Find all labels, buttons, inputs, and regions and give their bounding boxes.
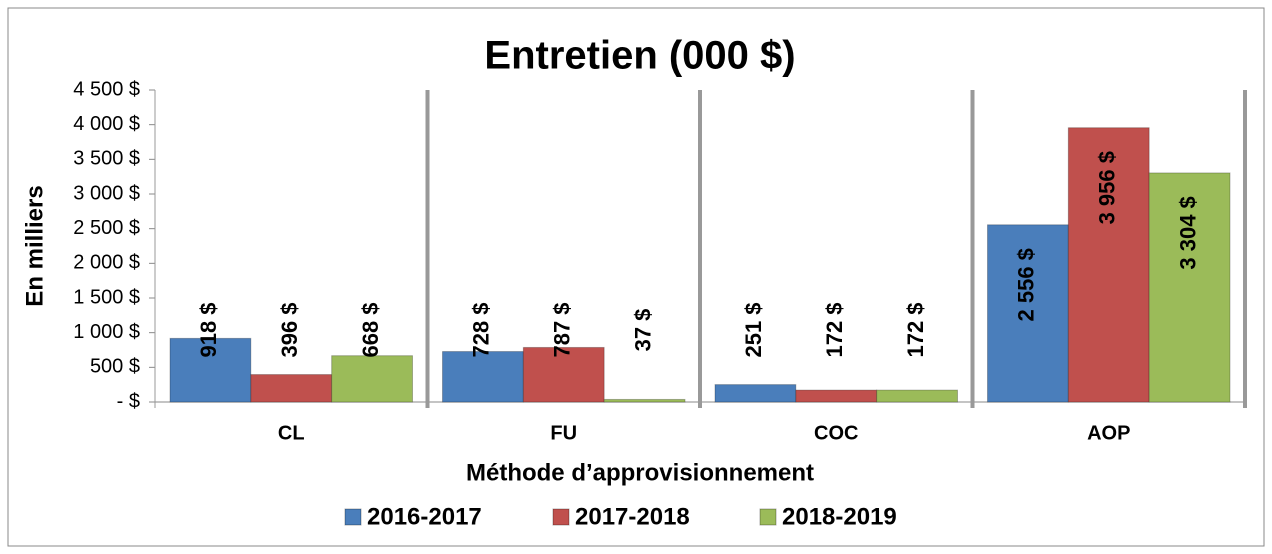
value-label: 3 304 $ — [1175, 196, 1200, 269]
bar — [1148, 172, 1231, 403]
value-label: 2 556 $ — [1014, 248, 1039, 321]
bar — [522, 346, 605, 403]
x-tick-label: FU — [550, 422, 577, 444]
bar — [714, 384, 797, 403]
value-label: 396 $ — [277, 302, 302, 357]
x-tick-label: CL — [278, 422, 305, 444]
legend-swatch — [759, 508, 777, 526]
y-tick-label: 2 000 $ — [73, 252, 140, 274]
bar — [442, 351, 524, 403]
bar — [603, 398, 686, 403]
chart-title: Entretien (000 $) — [484, 34, 795, 78]
y-tick-label: 4 500 $ — [73, 78, 140, 100]
value-label: 3 956 $ — [1095, 151, 1120, 224]
y-tick-label: 3 500 $ — [73, 148, 140, 170]
legend-label: 2017-2018 — [575, 503, 690, 530]
value-label: 728 $ — [469, 302, 494, 357]
bar — [169, 337, 252, 403]
y-tick-label: 3 000 $ — [73, 182, 140, 204]
legend-swatch — [552, 508, 570, 526]
value-label: 37 $ — [630, 309, 655, 352]
legend-label: 2016-2017 — [367, 503, 482, 530]
bar — [876, 389, 959, 403]
legend-label: 2018-2019 — [782, 503, 897, 530]
y-tick-label: 4 000 $ — [73, 113, 140, 135]
y-tick-label: 1 000 $ — [73, 321, 140, 343]
bar — [987, 224, 1069, 403]
legend-swatch — [344, 508, 362, 526]
value-label: 918 $ — [196, 302, 221, 357]
value-label: 251 $ — [741, 302, 766, 357]
y-tick-label: 1 500 $ — [73, 286, 140, 308]
bar — [331, 355, 413, 403]
y-tick-label: 500 $ — [90, 356, 140, 378]
x-tick-label: AOP — [1087, 422, 1130, 444]
x-tick-label: COC — [814, 422, 858, 444]
value-label: 172 $ — [822, 302, 847, 357]
bar — [250, 374, 333, 403]
x-axis-title: Méthode d’approvisionnement — [466, 459, 814, 486]
y-tick-label: 2 500 $ — [73, 217, 140, 239]
value-label: 668 $ — [358, 302, 383, 357]
value-label: 172 $ — [903, 302, 928, 357]
value-label: 787 $ — [550, 302, 575, 357]
bar — [795, 389, 878, 403]
y-tick-label: - $ — [117, 390, 140, 412]
y-axis-title: En milliers — [21, 185, 48, 306]
